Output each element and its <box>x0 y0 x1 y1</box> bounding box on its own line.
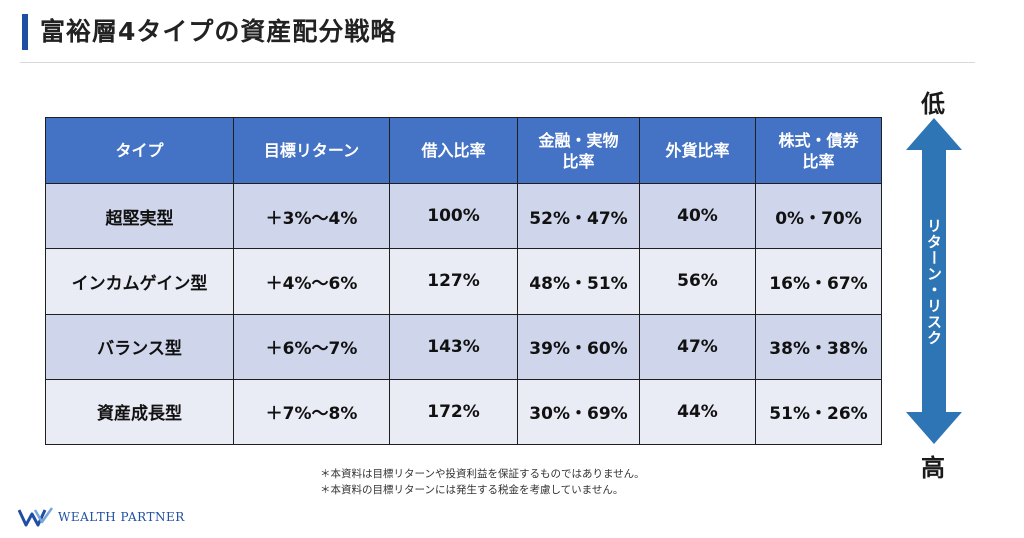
cell-type: インカムゲイン型 <box>45 248 234 315</box>
brand-logo: WEALTH PARTNER <box>18 506 185 528</box>
scale-low-label: 低 <box>921 90 945 118</box>
header-fx-ratio: 外貨比率 <box>639 117 756 184</box>
header-borrow-ratio: 借入比率 <box>389 117 518 184</box>
header-target-return: 目標リターン <box>233 117 390 184</box>
scale-high-label: 高 <box>921 454 945 482</box>
cell-target-return: ＋6%〜7% <box>233 313 390 380</box>
arrow-axis-label: リターン・リスク <box>925 218 943 346</box>
title-accent-bar <box>22 14 28 50</box>
cell-stock-bond-ratio: 51%・26% <box>755 378 882 446</box>
wp-logo-icon <box>18 507 54 527</box>
cell-financial-real-ratio: 48%・51% <box>517 248 640 315</box>
cell-fx-ratio: 47% <box>639 313 756 380</box>
cell-borrow-ratio: 100% <box>389 182 518 250</box>
cell-financial-real-ratio: 52%・47% <box>517 182 640 250</box>
header-financial-real-ratio: 金融・実物 比率 <box>517 117 640 184</box>
cell-financial-real-ratio: 39%・60% <box>517 313 640 380</box>
table-row: 超堅実型 ＋3%〜4% 100% 52%・47% 40% 0%・70% <box>45 182 882 250</box>
disclaimer-note: ＊本資料の目標リターンには発生する税金を考慮していません。 <box>320 484 624 496</box>
cell-stock-bond-ratio: 38%・38% <box>755 313 882 380</box>
double-arrow-shape <box>906 118 962 444</box>
cell-type: 超堅実型 <box>45 182 234 250</box>
page-title: 富裕層4タイプの資産配分戦略 <box>40 17 397 46</box>
cell-fx-ratio: 56% <box>639 248 756 315</box>
cell-financial-real-ratio: 30%・69% <box>517 378 640 446</box>
table-row: 資産成長型 ＋7%〜8% 172% 30%・69% 44% 51%・26% <box>45 378 882 446</box>
title-divider <box>20 62 975 63</box>
cell-target-return: ＋7%〜8% <box>233 378 390 446</box>
cell-borrow-ratio: 127% <box>389 248 518 315</box>
cell-target-return: ＋4%〜6% <box>233 248 390 315</box>
cell-fx-ratio: 40% <box>639 182 756 250</box>
table-header-row: タイプ 目標リターン 借入比率 金融・実物 比率 外貨比率 株式・債券 比率 <box>45 117 882 184</box>
disclaimer-note: ＊本資料は目標リターンや投資利益を保証するものではありません。 <box>320 468 645 480</box>
cell-fx-ratio: 44% <box>639 378 756 446</box>
return-risk-arrow: リターン・リスク <box>902 118 966 444</box>
cell-type: バランス型 <box>45 313 234 380</box>
cell-borrow-ratio: 143% <box>389 313 518 380</box>
header-type: タイプ <box>45 117 234 184</box>
cell-type: 資産成長型 <box>45 378 234 446</box>
disclaimer-notes: ＊本資料は目標リターンや投資利益を保証するものではありません。 ＊本資料の目標リ… <box>320 466 645 498</box>
allocation-table: タイプ 目標リターン 借入比率 金融・実物 比率 外貨比率 株式・債券 比率 超… <box>45 117 882 446</box>
table-row: バランス型 ＋6%〜7% 143% 39%・60% 47% 38%・38% <box>45 313 882 380</box>
cell-target-return: ＋3%〜4% <box>233 182 390 250</box>
cell-borrow-ratio: 172% <box>389 378 518 446</box>
logo-text: WEALTH PARTNER <box>58 510 185 524</box>
cell-stock-bond-ratio: 16%・67% <box>755 248 882 315</box>
cell-stock-bond-ratio: 0%・70% <box>755 182 882 250</box>
header-stock-bond-ratio: 株式・債券 比率 <box>755 117 882 184</box>
double-arrow-icon <box>906 118 962 444</box>
table-row: インカムゲイン型 ＋4%〜6% 127% 48%・51% 56% 16%・67% <box>45 248 882 315</box>
